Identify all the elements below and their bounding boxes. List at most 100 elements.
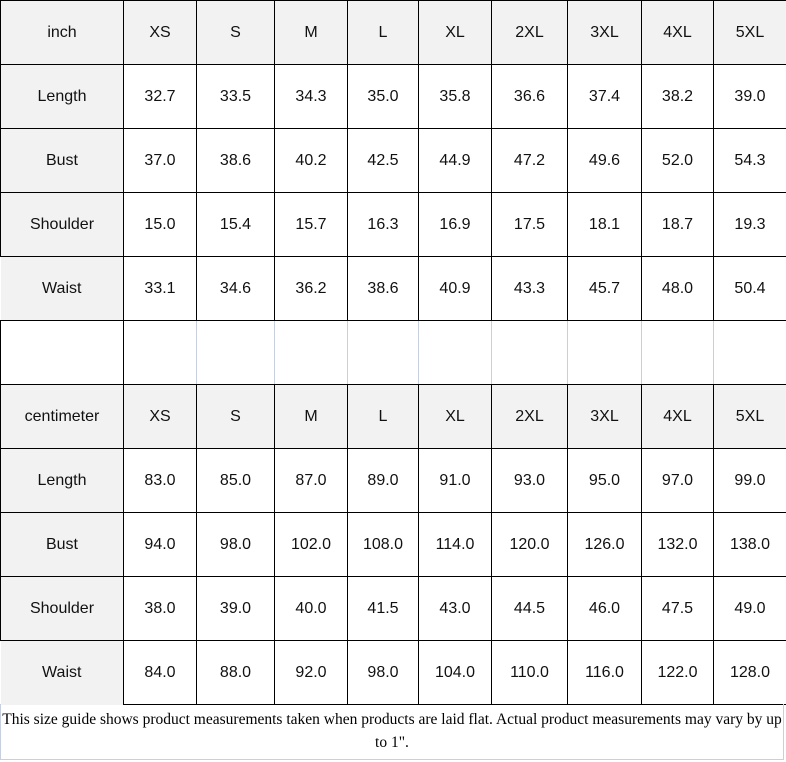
measurement-value: 87.0 <box>274 448 348 513</box>
measurement-value: 93.0 <box>491 448 568 513</box>
measurement-value: 98.0 <box>196 512 275 577</box>
size-header: S <box>196 0 275 65</box>
measurement-value: 16.9 <box>418 192 492 257</box>
empty-cell <box>0 320 124 385</box>
measurement-value: 33.5 <box>196 64 275 129</box>
size-chart-table: inch XS S M L XL 2XL 3XL 4XL 5XL Length 32.7 33.5 34.… <box>0 0 786 705</box>
measurement-value: 120.0 <box>491 512 568 577</box>
measurement-label: Waist <box>0 256 124 321</box>
size-header: 3XL <box>567 384 642 449</box>
size-header: L <box>347 0 419 65</box>
measurement-value: 47.2 <box>491 128 568 193</box>
measurement-value: 128.0 <box>713 640 786 705</box>
measurement-value: 40.0 <box>274 576 348 641</box>
measurement-label: Bust <box>0 128 124 193</box>
measurement-value: 88.0 <box>196 640 275 705</box>
measurement-value: 122.0 <box>641 640 714 705</box>
table-row: Bust 94.0 98.0 102.0 108.0 114.0 120.0 126.0 132… <box>0 512 786 577</box>
empty-cell <box>347 320 419 385</box>
measurement-label: Waist <box>0 640 124 705</box>
measurement-value: 44.9 <box>418 128 492 193</box>
size-header: M <box>274 0 348 65</box>
measurement-value: 89.0 <box>347 448 419 513</box>
measurement-label: Shoulder <box>0 192 124 257</box>
measurement-value: 37.4 <box>567 64 642 129</box>
empty-cell <box>641 320 714 385</box>
measurement-value: 138.0 <box>713 512 786 577</box>
measurement-value: 45.7 <box>567 256 642 321</box>
measurement-value: 19.3 <box>713 192 786 257</box>
measurement-label: Length <box>0 448 124 513</box>
measurement-value: 40.9 <box>418 256 492 321</box>
measurement-value: 40.2 <box>274 128 348 193</box>
measurement-value: 38.6 <box>196 128 275 193</box>
measurement-label: Bust <box>0 512 124 577</box>
measurement-value: 50.4 <box>713 256 786 321</box>
measurement-value: 94.0 <box>123 512 197 577</box>
measurement-value: 49.0 <box>713 576 786 641</box>
unit-label: centimeter <box>0 384 124 449</box>
measurement-value: 17.5 <box>491 192 568 257</box>
table-row: Shoulder 15.0 15.4 15.7 16.3 16.9 17.5 18.1 18.7… <box>0 192 786 257</box>
measurement-value: 102.0 <box>274 512 348 577</box>
unit-label: inch <box>0 0 124 65</box>
measurement-value: 33.1 <box>123 256 197 321</box>
measurement-value: 39.0 <box>713 64 786 129</box>
measurement-value: 104.0 <box>418 640 492 705</box>
measurement-value: 41.5 <box>347 576 419 641</box>
size-header: 5XL <box>713 384 786 449</box>
measurement-value: 126.0 <box>567 512 642 577</box>
measurement-value: 16.3 <box>347 192 419 257</box>
measurement-value: 97.0 <box>641 448 714 513</box>
measurement-value: 15.0 <box>123 192 197 257</box>
empty-cell <box>196 320 275 385</box>
measurement-value: 39.0 <box>196 576 275 641</box>
measurement-value: 36.2 <box>274 256 348 321</box>
size-header: 4XL <box>641 384 714 449</box>
empty-cell <box>491 320 568 385</box>
size-header: M <box>274 384 348 449</box>
measurement-value: 46.0 <box>567 576 642 641</box>
measurement-value: 92.0 <box>274 640 348 705</box>
size-header: 4XL <box>641 0 714 65</box>
spacer-row <box>0 320 786 385</box>
measurement-value: 35.0 <box>347 64 419 129</box>
empty-cell <box>274 320 348 385</box>
table-row: Waist 84.0 88.0 92.0 98.0 104.0 110.0 116.0 122.… <box>0 640 786 705</box>
size-header: XS <box>123 0 197 65</box>
measurement-value: 15.4 <box>196 192 275 257</box>
measurement-value: 98.0 <box>347 640 419 705</box>
empty-cell <box>418 320 492 385</box>
measurement-value: 36.6 <box>491 64 568 129</box>
measurement-value: 114.0 <box>418 512 492 577</box>
table-row: Waist 33.1 34.6 36.2 38.6 40.9 43.3 45.7 48.0 50.… <box>0 256 786 321</box>
measurement-value: 18.7 <box>641 192 714 257</box>
measurement-value: 83.0 <box>123 448 197 513</box>
size-header: XS <box>123 384 197 449</box>
header-row: centimeter XS S M L XL 2XL 3XL 4XL 5XL <box>0 384 786 449</box>
measurement-value: 52.0 <box>641 128 714 193</box>
measurement-value: 116.0 <box>567 640 642 705</box>
measurement-value: 48.0 <box>641 256 714 321</box>
measurement-value: 85.0 <box>196 448 275 513</box>
measurement-value: 54.3 <box>713 128 786 193</box>
measurement-value: 108.0 <box>347 512 419 577</box>
size-header: XL <box>418 384 492 449</box>
table-row: Shoulder 38.0 39.0 40.0 41.5 43.0 44.5 46.0 47.5… <box>0 576 786 641</box>
measurement-value: 47.5 <box>641 576 714 641</box>
empty-cell <box>713 320 786 385</box>
measurement-value: 44.5 <box>491 576 568 641</box>
measurement-value: 38.6 <box>347 256 419 321</box>
measurement-label: Shoulder <box>0 576 124 641</box>
measurement-value: 49.6 <box>567 128 642 193</box>
empty-cell <box>123 320 197 385</box>
table-row: Length 83.0 85.0 87.0 89.0 91.0 93.0 95.0 97.0 99… <box>0 448 786 513</box>
size-header: 2XL <box>491 0 568 65</box>
size-header: 2XL <box>491 384 568 449</box>
table-row: Bust 37.0 38.6 40.2 42.5 44.9 47.2 49.6 52.0 54.3 <box>0 128 786 193</box>
measurement-value: 95.0 <box>567 448 642 513</box>
measurement-value: 35.8 <box>418 64 492 129</box>
measurement-value: 38.0 <box>123 576 197 641</box>
size-header: S <box>196 384 275 449</box>
measurement-value: 110.0 <box>491 640 568 705</box>
